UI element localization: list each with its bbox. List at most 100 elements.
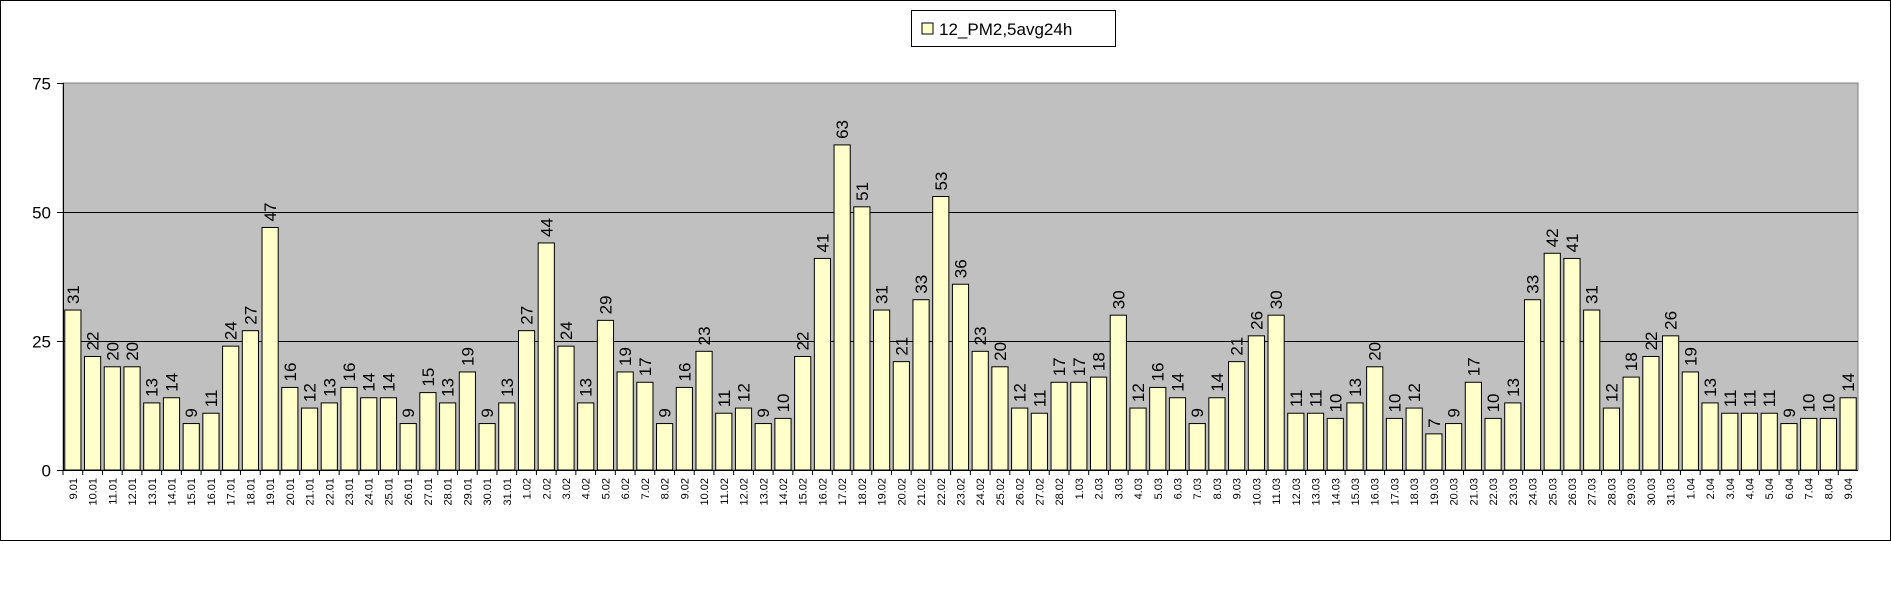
data-label: 41 xyxy=(1563,234,1582,253)
bar xyxy=(1662,335,1680,471)
data-label: 31 xyxy=(873,285,892,304)
bar xyxy=(1563,257,1581,471)
category-label: 14.02 xyxy=(778,478,790,506)
category-label: 21.02 xyxy=(916,478,928,506)
category-label: 5.02 xyxy=(600,478,612,499)
bar xyxy=(360,397,378,471)
bar xyxy=(498,402,516,471)
data-label: 16 xyxy=(281,363,300,382)
bar xyxy=(873,309,891,471)
bar xyxy=(1188,423,1206,471)
data-label: 9 xyxy=(1780,408,1799,417)
category-label: 17.03 xyxy=(1389,478,1401,506)
data-label: 13 xyxy=(577,378,596,397)
data-label: 21 xyxy=(892,337,911,356)
data-label: 44 xyxy=(537,218,556,237)
data-label: 22 xyxy=(84,332,103,351)
y-tick-label: 25 xyxy=(32,333,51,352)
data-label: 14 xyxy=(1839,373,1858,392)
category-label: 23.02 xyxy=(956,478,968,506)
category-label: 29.03 xyxy=(1626,478,1638,506)
bar xyxy=(1405,407,1423,471)
category-label: 4.04 xyxy=(1745,478,1757,499)
bar xyxy=(123,366,141,471)
data-label: 9 xyxy=(656,408,675,417)
bar xyxy=(64,309,82,471)
bar xyxy=(1425,433,1443,471)
bar xyxy=(143,402,161,471)
category-label: 24.01 xyxy=(364,478,376,506)
data-label: 9 xyxy=(1188,408,1207,417)
data-label: 53 xyxy=(932,172,951,191)
bar xyxy=(1228,361,1246,471)
data-label: 17 xyxy=(1464,357,1483,376)
bar xyxy=(478,423,496,471)
bar xyxy=(1247,335,1265,471)
category-label: 15.01 xyxy=(186,478,198,506)
data-label: 23 xyxy=(971,326,990,345)
category-label: 24.02 xyxy=(975,478,987,506)
category-label: 16.01 xyxy=(206,478,218,506)
data-label: 7 xyxy=(1425,418,1444,427)
bar xyxy=(1464,381,1482,471)
bar xyxy=(1030,412,1048,471)
category-label: 6.02 xyxy=(620,478,632,499)
category-label: 20.03 xyxy=(1449,478,1461,506)
bar xyxy=(1602,407,1621,471)
bar xyxy=(971,350,989,471)
data-label: 13 xyxy=(498,378,517,397)
category-label: 5.03 xyxy=(1153,478,1165,499)
bar xyxy=(715,412,733,471)
data-label: 14 xyxy=(379,373,398,392)
bar xyxy=(458,371,476,471)
bar xyxy=(84,355,102,471)
category-label: 1.04 xyxy=(1685,478,1697,499)
category-label: 19.03 xyxy=(1429,478,1441,506)
category-label: 27.02 xyxy=(1034,478,1046,506)
data-label: 11 xyxy=(715,390,734,408)
category-label: 18.03 xyxy=(1409,478,1421,506)
category-labels: 9.01 10.01 11.01 12.01 13.01 14.01 15.01 16.01 1… xyxy=(68,478,1855,506)
data-label: 20 xyxy=(123,342,142,361)
bar xyxy=(932,196,950,471)
data-label: 41 xyxy=(813,234,832,253)
legend-swatch xyxy=(921,22,934,35)
category-label: 3.04 xyxy=(1725,478,1737,499)
bar xyxy=(794,355,812,471)
category-label: 31.03 xyxy=(1666,478,1678,506)
bar xyxy=(1267,314,1285,471)
category-label: 9.02 xyxy=(679,478,691,499)
data-label: 13 xyxy=(320,378,339,397)
category-label: 14.03 xyxy=(1330,478,1342,506)
data-label: 15 xyxy=(419,368,438,387)
category-label: 12.02 xyxy=(739,478,751,506)
data-label: 12 xyxy=(1129,383,1148,402)
bar xyxy=(1760,412,1778,471)
category-label: 23.01 xyxy=(344,478,356,506)
bar xyxy=(1484,417,1502,471)
category-label: 16.02 xyxy=(817,478,829,506)
bar xyxy=(1366,366,1384,471)
bar xyxy=(833,144,851,471)
data-label: 19 xyxy=(1681,347,1700,366)
bar xyxy=(1819,417,1837,471)
bar xyxy=(281,386,299,471)
category-label: 28.02 xyxy=(1054,478,1066,506)
data-label: 14 xyxy=(1168,373,1187,392)
bar xyxy=(1622,376,1640,471)
y-tick-label: 0 xyxy=(42,462,51,481)
bar xyxy=(1800,417,1818,471)
data-label: 22 xyxy=(794,332,813,351)
data-label: 47 xyxy=(261,203,280,222)
category-label: 11.03 xyxy=(1271,478,1283,505)
bar xyxy=(675,386,693,471)
data-label: 27 xyxy=(241,306,260,325)
data-label: 17 xyxy=(636,357,655,376)
bar xyxy=(1089,376,1108,471)
category-label: 17.01 xyxy=(226,478,238,506)
category-label: 11.02 xyxy=(719,478,731,505)
data-label: 14 xyxy=(162,373,181,392)
category-label: 15.03 xyxy=(1350,478,1362,506)
category-label: 16.03 xyxy=(1370,478,1382,506)
